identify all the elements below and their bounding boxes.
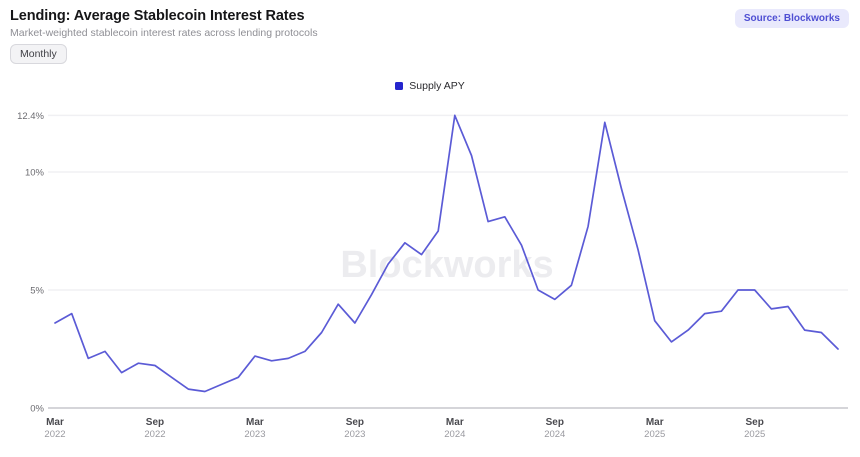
x-axis-tick-month: Mar bbox=[246, 417, 264, 428]
x-axis-tick-month: Sep bbox=[546, 417, 564, 428]
frequency-button[interactable]: Monthly bbox=[10, 44, 67, 64]
y-axis-label: 5% bbox=[30, 286, 44, 297]
x-axis-tick-year: 2025 bbox=[744, 429, 765, 440]
x-axis-tick-month: Sep bbox=[746, 417, 764, 428]
x-axis-tick-month: Mar bbox=[646, 417, 664, 428]
legend-marker-icon bbox=[395, 82, 404, 90]
chart-legend: Supply APY bbox=[0, 80, 860, 92]
supply-apy-line bbox=[54, 114, 839, 393]
y-axis-label: 12.4% bbox=[17, 111, 44, 122]
y-axis-label: 10% bbox=[25, 168, 45, 179]
x-axis-tick-year: 2022 bbox=[44, 429, 65, 440]
page-title: Lending: Average Stablecoin Interest Rat… bbox=[10, 8, 305, 24]
x-axis-tick-month: Mar bbox=[46, 417, 64, 428]
x-axis-tick-year: 2024 bbox=[444, 429, 465, 440]
x-axis-tick-year: 2022 bbox=[144, 429, 165, 440]
x-axis-tick-year: 2023 bbox=[244, 429, 265, 440]
watermark: Blockworks bbox=[340, 244, 553, 286]
page-subtitle: Market-weighted stablecoin interest rate… bbox=[10, 27, 318, 39]
x-axis-tick-month: Sep bbox=[146, 417, 164, 428]
x-axis-tick-year: 2024 bbox=[544, 429, 565, 440]
legend-label: Supply APY bbox=[409, 80, 465, 92]
x-axis-tick-month: Mar bbox=[446, 417, 464, 428]
x-axis-tick-month: Sep bbox=[346, 417, 364, 428]
y-axis-label: 0% bbox=[30, 404, 44, 415]
x-axis-tick-year: 2025 bbox=[644, 429, 665, 440]
source-badge[interactable]: Source: Blockworks bbox=[734, 9, 849, 28]
x-axis-tick-year: 2023 bbox=[344, 429, 365, 440]
